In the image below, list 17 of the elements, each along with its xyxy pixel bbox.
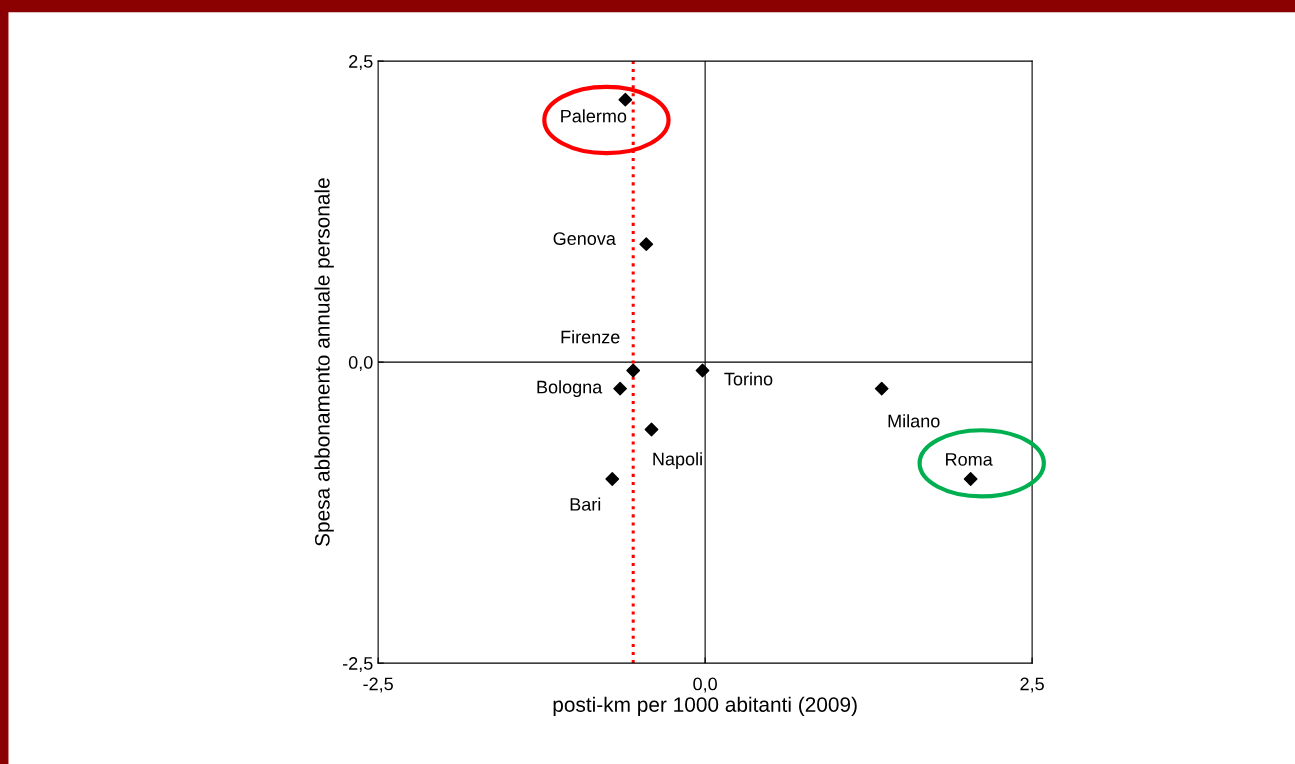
annotation: Firenze (561, 330, 620, 344)
x-tick-label: 2,5 (1020, 677, 1044, 693)
x-tick-label: 0,0 (693, 677, 717, 693)
annotation: Palermo (561, 109, 627, 123)
annotation: Roma (946, 453, 993, 466)
y-tick-label: 0,0 (348, 356, 373, 371)
y-tick-label: 2,5 (349, 55, 373, 70)
annotation: Bari (570, 497, 601, 511)
annotation: Milano (888, 414, 940, 428)
annotation: Torino (724, 372, 773, 386)
annotation: Napoli (653, 452, 702, 469)
annotation: Genova (553, 232, 616, 245)
x-axis-title: posti-km per 1000 abitanti (2009) (553, 696, 857, 717)
y-axis-title: Spesa abbonamento annuale personale (314, 178, 334, 546)
x-tick-label: -2,5 (363, 677, 393, 693)
y-tick-label: -2,5 (342, 657, 373, 672)
annotation: Bologna (537, 380, 603, 398)
